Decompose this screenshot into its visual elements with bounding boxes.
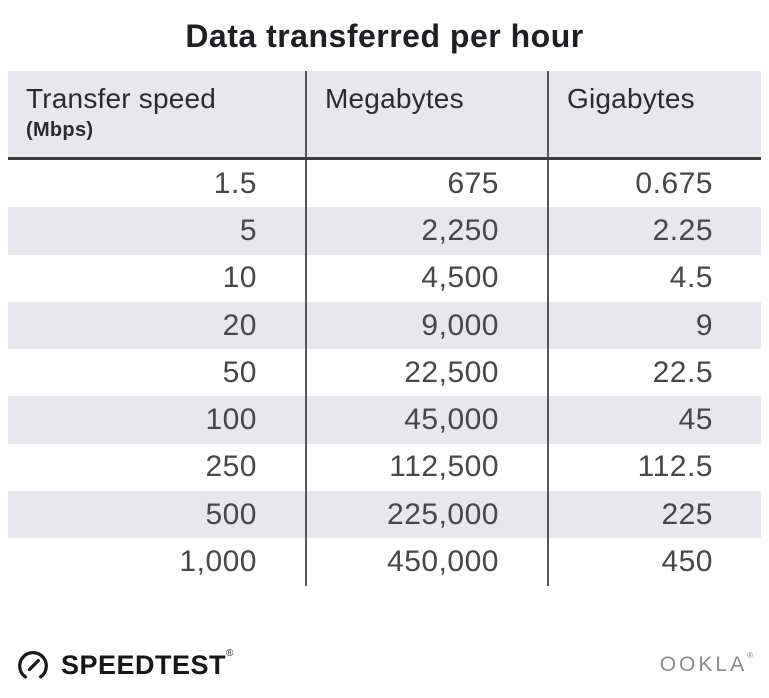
data-table: Transfer speed (Mbps) Megabytes Gigabyte… [8, 71, 761, 586]
table-cell: 450 [547, 538, 761, 586]
speedtest-logo: SPEEDTEST® [14, 646, 234, 684]
registered-mark: ® [226, 647, 234, 659]
table-cell: 112,500 [305, 443, 547, 492]
column-header-unit: (Mbps) [26, 119, 94, 141]
column-header-transfer-speed: Transfer speed (Mbps) [8, 71, 305, 157]
table-cell: 225 [547, 491, 761, 539]
table-cell: 5 [239, 213, 257, 247]
table-row: 1,000 450,000 450 [8, 538, 761, 586]
table-row: 500 225,000 225 [8, 491, 761, 539]
table-cell: 675 [305, 160, 547, 208]
column-header-gigabytes: Gigabytes [547, 71, 761, 157]
column-header-label: Gigabytes [567, 83, 695, 114]
table-cell: 100 [205, 403, 257, 437]
table-cell: 9 [547, 301, 761, 350]
registered-mark: ® [747, 651, 753, 660]
table-cell: 1.5 [213, 166, 257, 200]
speedtest-wordmark-text: SPEEDTEST [61, 649, 227, 680]
table-cell: 50 [222, 355, 257, 389]
speedtest-wordmark: SPEEDTEST® [61, 647, 234, 681]
table-cell: 250 [205, 450, 257, 484]
table-cell: 2,250 [305, 207, 547, 255]
table-cell: 20 [222, 308, 257, 342]
table-cell: 4,500 [305, 254, 547, 302]
table-cell: 112.5 [547, 443, 761, 492]
table-header-row: Transfer speed (Mbps) Megabytes Gigabyte… [8, 71, 761, 160]
table-cell: 500 [205, 497, 257, 531]
table-cell: 22.5 [547, 349, 761, 397]
column-header-megabytes: Megabytes [305, 71, 547, 157]
page-title: Data transferred per hour [185, 18, 584, 54]
column-header-label: Megabytes [325, 83, 464, 114]
ookla-wordmark-text: OOKLA [659, 653, 748, 676]
table-cell: 45 [547, 396, 761, 444]
speedtest-gauge-icon [18, 651, 48, 679]
table-cell: 2.25 [547, 207, 761, 255]
table-row: 20 9,000 9 [8, 301, 761, 350]
table-row: 100 45,000 45 [8, 396, 761, 444]
table-cell: 45,000 [305, 396, 547, 444]
table-row: 1.5 675 0.675 [8, 160, 761, 208]
table-body: 1.5 675 0.675 5 2,250 2.25 10 4,500 4.5 20 9,000 9 5… [8, 160, 761, 586]
table-cell: 9,000 [305, 301, 547, 350]
table-cell: 22,500 [305, 349, 547, 397]
table-cell: 0.675 [547, 160, 761, 208]
table-cell: 450,000 [305, 538, 547, 586]
table-cell: 225,000 [305, 491, 547, 539]
table-row: 10 4,500 4.5 [8, 254, 761, 302]
table-cell: 1,000 [179, 545, 257, 579]
table-row: 50 22,500 22.5 [8, 349, 761, 397]
column-header-label: Transfer speed [26, 83, 217, 114]
table-cell: 4.5 [547, 254, 761, 302]
table-row: 250 112,500 112.5 [8, 443, 761, 492]
ookla-logo: OOKLA® [659, 651, 753, 677]
footer: SPEEDTEST® OOKLA® [14, 642, 753, 688]
table-row: 5 2,250 2.25 [8, 207, 761, 255]
table-cell: 10 [222, 261, 257, 295]
